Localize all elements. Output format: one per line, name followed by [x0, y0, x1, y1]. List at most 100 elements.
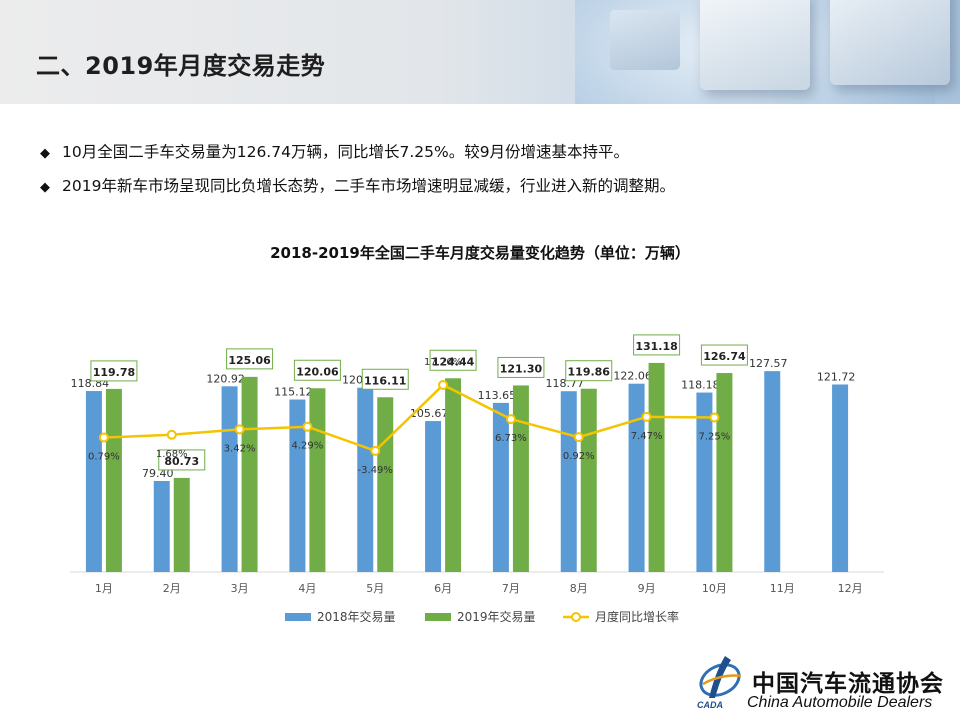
legend-swatch	[425, 613, 451, 621]
x-tick-label: 9月	[638, 582, 656, 595]
data-label-box-2019	[226, 348, 274, 370]
data-label-box-2019	[361, 368, 409, 390]
rate-point	[505, 414, 516, 425]
data-label-2018: 118.18	[681, 379, 720, 392]
rate-label: 6.73%	[495, 433, 527, 444]
x-tick-label: 7月	[502, 582, 520, 595]
bar-2018	[492, 402, 509, 572]
x-tick-label: 10月	[702, 582, 727, 595]
bar-2018	[425, 421, 442, 572]
x-tick-label: 12月	[838, 582, 863, 595]
rate-label: 7.47%	[631, 431, 663, 442]
rate-point	[641, 411, 652, 422]
rate-point	[438, 379, 449, 390]
data-label-2019: 120.06	[296, 365, 339, 378]
data-label-box-2019	[90, 360, 138, 382]
bar-2019	[241, 376, 258, 572]
header-cube	[700, 0, 810, 90]
bar-2019	[512, 385, 529, 572]
legend-label: 月度同比增长率	[595, 609, 679, 624]
x-tick-label: 3月	[231, 582, 249, 595]
rate-label: 7.25%	[699, 432, 731, 443]
legend-label: 2019年交易量	[457, 609, 536, 624]
rate-label: 3.42%	[224, 443, 256, 454]
cada-logo-icon	[699, 656, 742, 698]
bar-2018	[289, 399, 306, 572]
data-label-box-2019	[565, 360, 613, 382]
legend-swatch	[285, 613, 311, 621]
data-label-2019: 121.30	[500, 362, 543, 375]
bar-2018	[560, 391, 577, 572]
header-banner	[0, 0, 960, 104]
rate-label: 17.76%	[424, 357, 462, 368]
bar-2019	[377, 397, 394, 572]
x-tick-label: 2月	[163, 582, 181, 595]
bullet-text: 10月全国二手车交易量为126.74万辆，同比增长7.25%。较9月份增速基本持…	[62, 143, 630, 161]
data-label-2019: 126.74	[703, 350, 746, 363]
data-label-2018: 127.57	[749, 357, 788, 370]
data-label-2018: 122.06	[613, 370, 652, 383]
bar-2019	[105, 388, 122, 572]
data-label-2018: 115.12	[274, 386, 313, 399]
bullet-list: ◆ 10月全国二手车交易量为126.74万辆，同比增长7.25%。较9月份增速基本…	[40, 136, 675, 204]
data-label-box-2019	[633, 334, 681, 356]
cada-logo: CADA 中国汽车流通协会 China Automobile Dealers	[695, 652, 955, 716]
chart-title: 2018-2019年全国二手车月度交易量变化趋势（单位：万辆）	[270, 244, 690, 262]
data-label-2019: 116.11	[364, 374, 406, 387]
x-tick-label: 1月	[95, 582, 113, 595]
logo-name-en: China Automobile Dealers	[747, 694, 933, 711]
bar-2018	[357, 387, 374, 572]
data-label-box-2019	[700, 344, 748, 366]
bar-2018	[221, 386, 238, 572]
header-cube	[610, 10, 680, 70]
data-label-box-2019	[429, 349, 477, 371]
data-label-box-2019	[158, 449, 206, 471]
data-label-2018: 121.72	[817, 370, 856, 383]
data-label-2019: 131.18	[635, 340, 677, 353]
rate-point	[98, 432, 109, 443]
data-label-box-2019	[293, 359, 341, 381]
data-label-box-2019	[497, 356, 545, 378]
x-tick-label: 5月	[366, 582, 384, 595]
data-label-2019: 124.44	[432, 355, 475, 368]
bar-2019	[173, 477, 190, 572]
bar-2018	[153, 480, 170, 572]
data-label-2019: 125.06	[228, 354, 271, 367]
rate-point	[302, 421, 313, 432]
header-cube	[830, 0, 950, 85]
bullet-item: ◆ 10月全国二手车交易量为126.74万辆，同比增长7.25%。较9月份增速基本…	[40, 136, 675, 170]
bar-2019	[580, 388, 597, 572]
data-label-2019: 80.73	[164, 455, 199, 468]
logo-abbr: CADA	[697, 700, 723, 710]
rate-label: 4.29%	[292, 441, 324, 452]
legend-marker	[571, 612, 581, 622]
x-tick-label: 6月	[434, 582, 452, 595]
x-tick-label: 8月	[570, 582, 588, 595]
bar-2018	[628, 383, 645, 572]
rate-point	[370, 445, 381, 456]
bar-2018	[764, 371, 781, 572]
bar-2019	[309, 388, 326, 572]
rate-point	[166, 429, 177, 440]
rate-label: -3.49%	[358, 465, 393, 476]
page-title: 二、2019年月度交易走势	[36, 52, 326, 80]
x-tick-label: 11月	[770, 582, 795, 595]
data-label-2018: 105.67	[410, 407, 449, 420]
rate-label: 0.79%	[88, 452, 120, 463]
bar-2018	[832, 384, 849, 572]
data-label-2019: 119.86	[568, 366, 611, 379]
data-label-2018: 113.65	[478, 389, 517, 402]
rate-point	[234, 424, 245, 435]
bullet-text: 2019年新车市场呈现同比负增长态势，二手车市场增速明显减缓，行业进入新的调整期…	[62, 177, 675, 195]
diamond-icon: ◆	[40, 180, 50, 195]
rate-label: 1.68%	[156, 449, 188, 460]
bar-2018	[85, 391, 102, 572]
x-tick-label: 4月	[298, 582, 316, 595]
diamond-icon: ◆	[40, 146, 50, 161]
bar-2019	[445, 378, 462, 572]
legend-label: 2018年交易量	[317, 609, 396, 624]
rate-line	[103, 383, 715, 453]
data-label-2018: 120.92	[206, 372, 245, 385]
rate-point	[709, 412, 720, 423]
